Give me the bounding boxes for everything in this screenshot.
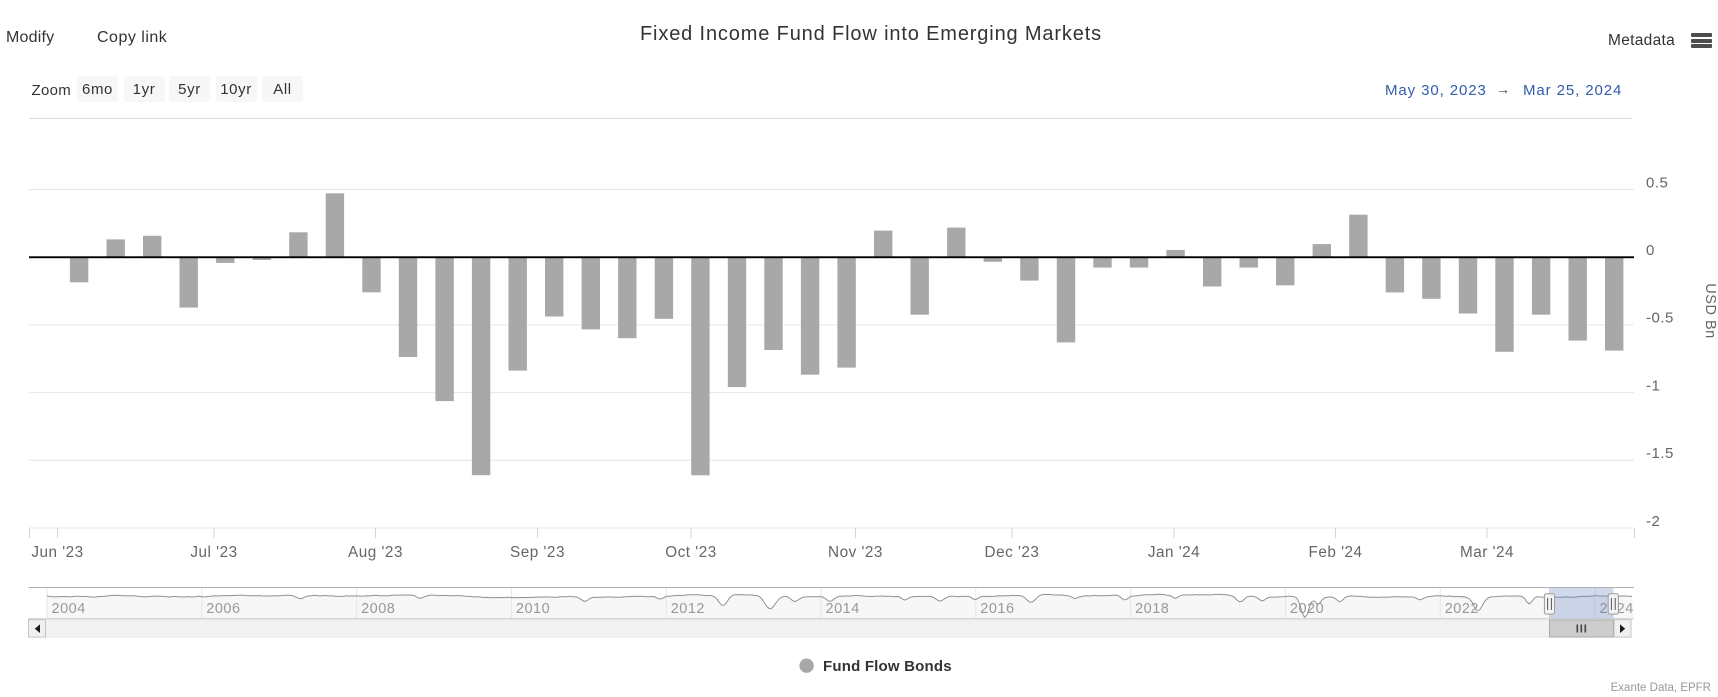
svg-text:Jun '23: Jun '23 <box>31 544 83 561</box>
svg-text:Jan '24: Jan '24 <box>1148 544 1200 561</box>
svg-text:-0.5: -0.5 <box>1646 310 1674 327</box>
svg-text:-1.5: -1.5 <box>1646 445 1674 462</box>
svg-text:2008: 2008 <box>361 601 395 617</box>
svg-text:Fund Flow Bonds: Fund Flow Bonds <box>823 658 952 675</box>
svg-text:-2: -2 <box>1646 513 1660 530</box>
svg-text:2006: 2006 <box>206 601 240 617</box>
svg-text:Sep '23: Sep '23 <box>510 544 565 561</box>
svg-text:Nov '23: Nov '23 <box>828 544 883 561</box>
svg-text:Oct '23: Oct '23 <box>665 544 716 561</box>
svg-text:-1: -1 <box>1646 377 1660 394</box>
svg-text:2022: 2022 <box>1445 601 1479 617</box>
svg-text:Dec '23: Dec '23 <box>985 544 1040 561</box>
svg-text:Feb '24: Feb '24 <box>1308 544 1362 561</box>
svg-text:Jul '23: Jul '23 <box>190 544 237 561</box>
svg-text:2020: 2020 <box>1290 601 1324 617</box>
svg-text:USD Bn: USD Bn <box>1702 283 1718 338</box>
svg-text:0.5: 0.5 <box>1646 174 1668 191</box>
svg-text:Exante Data, EPFR: Exante Data, EPFR <box>1611 682 1711 694</box>
svg-text:2016: 2016 <box>980 601 1014 617</box>
svg-text:2012: 2012 <box>671 601 705 617</box>
svg-text:Aug '23: Aug '23 <box>348 544 403 561</box>
svg-text:2018: 2018 <box>1135 601 1169 617</box>
svg-text:0: 0 <box>1646 242 1655 259</box>
svg-text:2010: 2010 <box>516 601 550 617</box>
svg-text:Mar '24: Mar '24 <box>1460 544 1514 561</box>
svg-text:2014: 2014 <box>826 601 860 617</box>
svg-text:2004: 2004 <box>52 601 86 617</box>
